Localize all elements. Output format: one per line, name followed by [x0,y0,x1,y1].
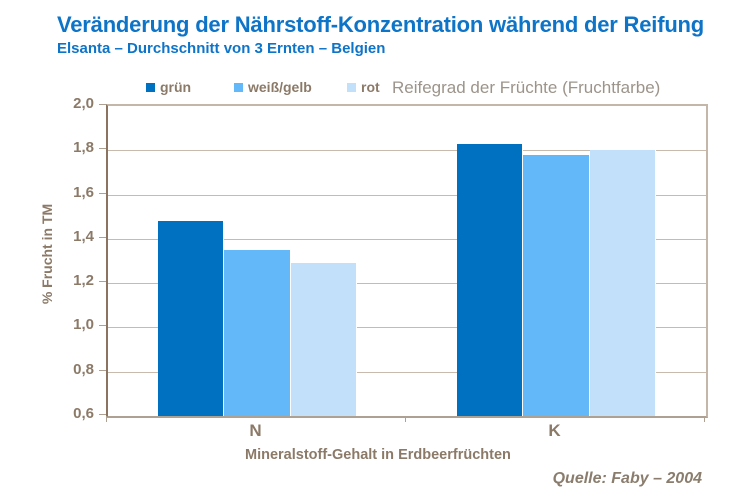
x-axis-title: Mineralstoff-Gehalt in Erdbeerfrüchten [245,447,511,463]
y-tick [99,192,106,194]
x-tick [704,416,705,422]
gridline [108,150,706,152]
gridline [108,327,706,329]
y-tick-label: 2,0 [73,95,94,112]
y-tick [99,148,106,150]
y-tick-label: 1,8 [73,139,94,157]
legend: grün weiß/gelb rot Reifegrad der Früchte… [0,78,730,101]
legend-swatch-weissgelb [234,82,243,92]
y-axis-title: % Frucht in TM [39,203,55,305]
chart-title: Veränderung der Nährstoff-Konzentration … [57,12,705,37]
chart-subtitle: Elsanta – Durchschnitt von 3 Ernten – Be… [57,40,386,57]
gridline [108,283,706,285]
y-tick [99,104,106,105]
legend-item-rot: rot [347,79,380,95]
legend-swatch-gruen [146,82,155,92]
gridline [108,194,706,196]
bar-grün-N [158,221,225,416]
legend-swatch-rot [347,82,356,92]
bar-rot-N [290,263,357,416]
y-tick-label: 1,4 [73,227,94,245]
legend-item-weissgelb: weiß/gelb [234,79,312,95]
legend-label-gruen: grün [160,79,192,95]
legend-label-rot: rot [361,79,380,95]
y-tick-label: 1,0 [73,316,94,334]
bar-grün-K [457,143,524,416]
y-tick [99,281,106,283]
y-tick-label: 1,6 [73,183,94,201]
bar-weiß/gelb-N [224,249,291,416]
y-tick [99,236,106,238]
y-tick [99,325,106,327]
x-tick [106,416,107,422]
x-category-label: K [548,421,561,440]
bar-weiß/gelb-K [523,154,590,416]
x-tick [405,416,406,422]
legend-label-weissgelb: weiß/gelb [248,79,312,95]
gridline [108,238,706,240]
y-tick-label: 1,2 [73,272,94,290]
bar-rot-K [589,150,656,416]
plot-area [106,104,708,418]
y-tick-label: 0,8 [73,360,94,378]
source-credit: Quelle: Faby – 2004 [552,470,702,487]
legend-note: Reifegrad der Früchte (Fruchtfarbe) [392,78,661,97]
y-tick [99,414,106,415]
legend-item-gruen: grün [146,79,191,95]
y-tick-label: 0,6 [73,405,94,422]
y-tick [99,369,106,371]
gridline [108,371,706,373]
x-category-label: N [249,421,262,440]
